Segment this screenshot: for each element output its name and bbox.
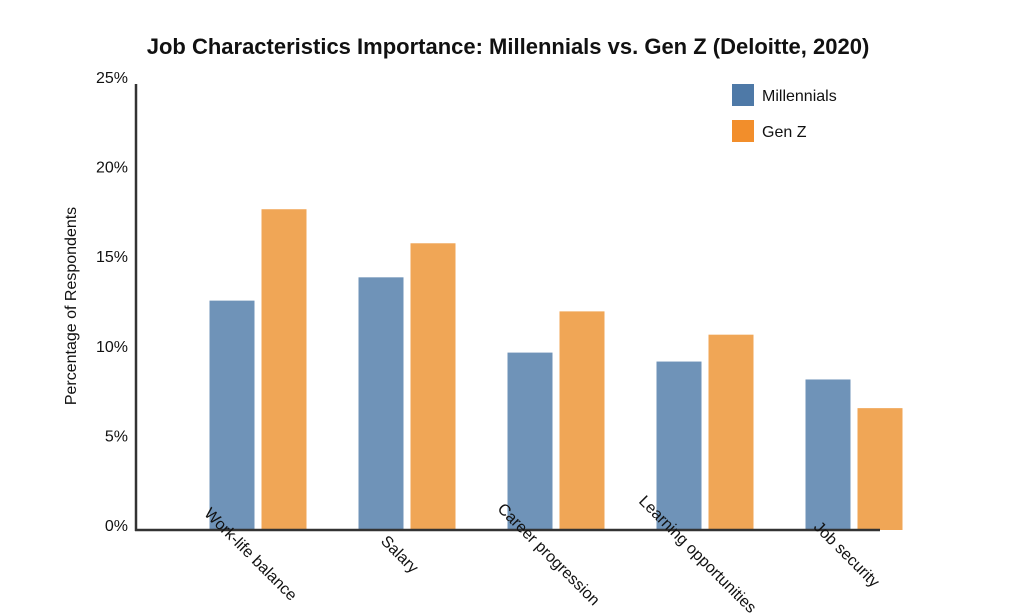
legend: Millennials Gen Z [732, 84, 837, 142]
legend-label: Millennials [762, 88, 837, 105]
bar-gen-z [708, 334, 754, 530]
y-tick-label: 10% [96, 339, 128, 356]
y-tick-label: 25% [96, 70, 128, 87]
bar-gen-z [410, 243, 456, 530]
bar-millennials [209, 300, 255, 530]
bar-millennials [507, 352, 553, 530]
legend-swatch [732, 84, 754, 106]
y-tick-label: 15% [96, 249, 128, 266]
bar-gen-z [261, 209, 307, 530]
bar-millennials [358, 277, 404, 530]
bar-gen-z [857, 408, 903, 530]
legend-swatch [732, 120, 754, 142]
legend-label: Gen Z [762, 124, 807, 141]
bar-gen-z [559, 311, 605, 530]
x-tick-label: Salary [377, 533, 421, 577]
bar-millennials [656, 361, 702, 530]
y-axis-label: Percentage of Respondents [63, 207, 80, 405]
y-tick-label: 20% [96, 160, 128, 177]
y-tick-label: 5% [105, 428, 128, 445]
bar-millennials [805, 379, 851, 530]
chart-title: Job Characteristics Importance: Millenni… [147, 34, 870, 59]
y-tick-label: 0% [105, 518, 128, 535]
